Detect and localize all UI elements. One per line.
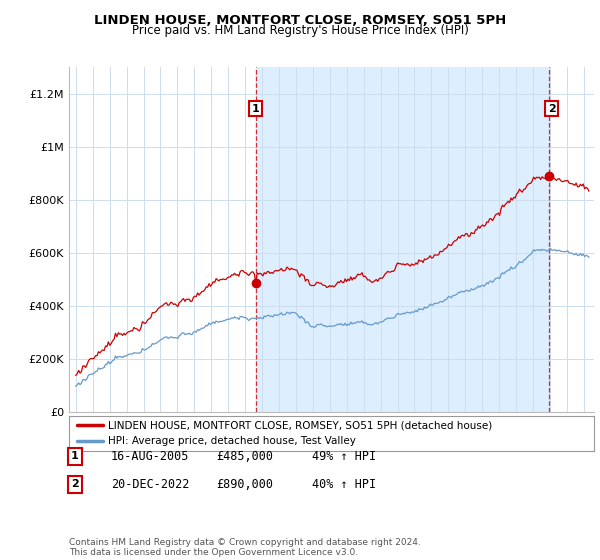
Text: 49% ↑ HPI: 49% ↑ HPI xyxy=(312,450,376,463)
Text: LINDEN HOUSE, MONTFORT CLOSE, ROMSEY, SO51 5PH: LINDEN HOUSE, MONTFORT CLOSE, ROMSEY, SO… xyxy=(94,14,506,27)
Text: Contains HM Land Registry data © Crown copyright and database right 2024.
This d: Contains HM Land Registry data © Crown c… xyxy=(69,538,421,557)
Text: 40% ↑ HPI: 40% ↑ HPI xyxy=(312,478,376,491)
Text: LINDEN HOUSE, MONTFORT CLOSE, ROMSEY, SO51 5PH (detached house): LINDEN HOUSE, MONTFORT CLOSE, ROMSEY, SO… xyxy=(109,421,493,431)
Bar xyxy=(256,67,549,412)
Text: 20-DEC-2022: 20-DEC-2022 xyxy=(111,478,190,491)
Text: HPI: Average price, detached house, Test Valley: HPI: Average price, detached house, Test… xyxy=(109,436,356,446)
Text: 2: 2 xyxy=(548,104,556,114)
Text: £485,000: £485,000 xyxy=(216,450,273,463)
Text: Price paid vs. HM Land Registry's House Price Index (HPI): Price paid vs. HM Land Registry's House … xyxy=(131,24,469,37)
Text: 1: 1 xyxy=(252,104,260,114)
Text: 2: 2 xyxy=(71,479,79,489)
Text: 16-AUG-2005: 16-AUG-2005 xyxy=(111,450,190,463)
Text: 1: 1 xyxy=(71,451,79,461)
Text: £890,000: £890,000 xyxy=(216,478,273,491)
